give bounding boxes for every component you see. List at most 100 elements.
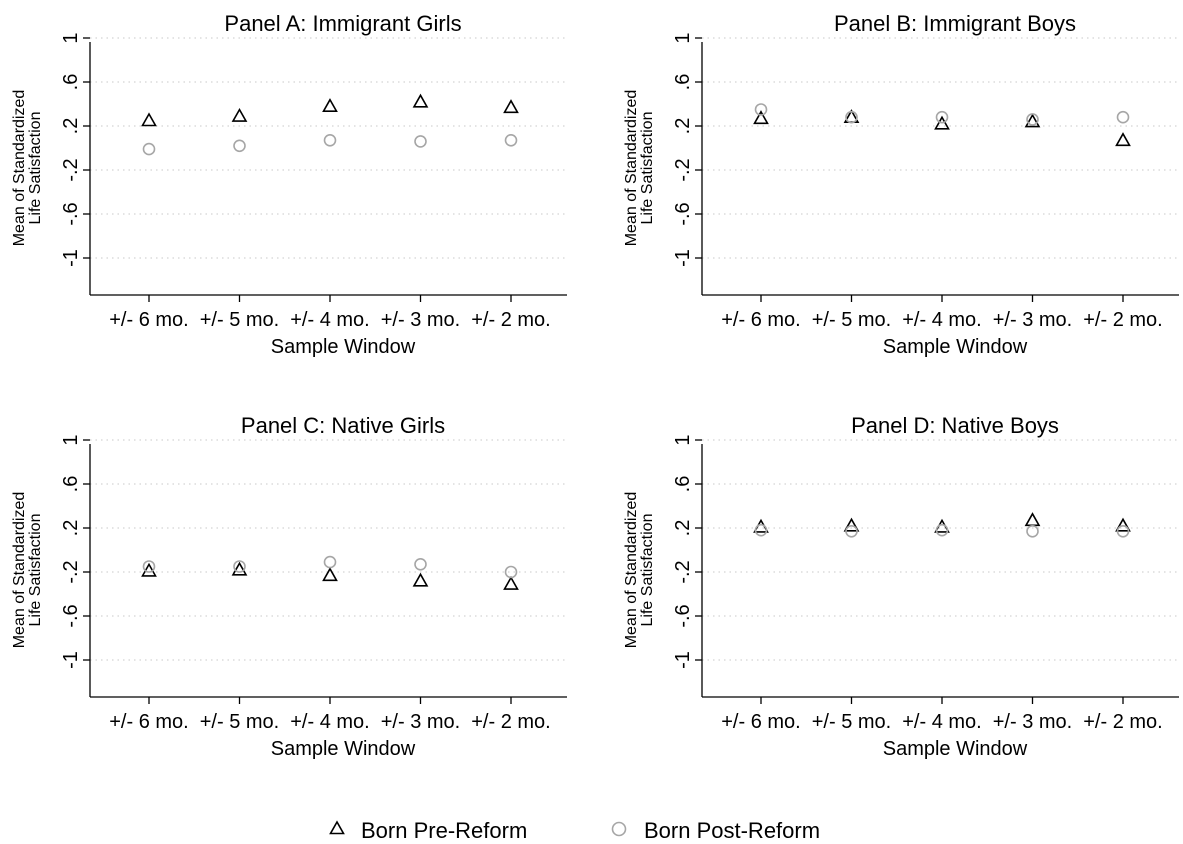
x-tick-label: +/- 3 mo. — [993, 711, 1072, 733]
post-reform-point — [1116, 525, 1130, 538]
y-tick-label: .2 — [672, 118, 694, 135]
pre-reform-point — [412, 572, 429, 587]
x-tick-label: +/- 6 mo. — [109, 711, 188, 733]
panel-a-chart: Panel A: Immigrant Girls -1 -.6 -.2 .2 .6 1 +/-… — [11, 11, 567, 358]
chart-title: Panel A: Immigrant Girls — [224, 11, 461, 36]
triangle-icon — [329, 820, 345, 835]
x-tick-label: +/- 3 mo. — [381, 309, 460, 331]
x-tick-label: +/- 4 mo. — [902, 309, 981, 331]
legend: Born Pre-Reform Born Post-Reform — [329, 818, 820, 843]
x-tick-label: +/- 6 mo. — [721, 309, 800, 331]
y-tick-label: .6 — [672, 476, 694, 493]
post-reform-point — [323, 555, 337, 569]
y-tick-label: .6 — [60, 74, 82, 91]
y-axis-title: Life Satisfaction — [27, 112, 44, 225]
x-tick-label: +/- 4 mo. — [902, 711, 981, 733]
post-reform-point — [414, 135, 427, 148]
x-tick-label: +/- 4 mo. — [290, 309, 369, 331]
y-tick-label: -.2 — [60, 158, 82, 181]
post-reform-point — [323, 134, 337, 147]
panel-d-chart: Panel D: Native Boys -1 -.6 -.2 .2 .6 1 +/- 6 m… — [623, 413, 1179, 760]
chart-title: Panel B: Immigrant Boys — [834, 11, 1076, 36]
x-axis-title: Sample Window — [271, 738, 416, 760]
x-axis-title: Sample Window — [271, 336, 416, 358]
x-tick-label: +/- 2 mo. — [1083, 711, 1162, 733]
legend-label-pre-reform: Born Pre-Reform — [361, 818, 527, 843]
y-tick-label: 1 — [60, 32, 82, 43]
chart-title: Panel C: Native Girls — [241, 413, 445, 438]
x-tick-label: +/- 2 mo. — [1083, 309, 1162, 331]
y-tick-label: -1 — [672, 249, 694, 267]
post-reform-point — [935, 110, 949, 124]
x-axis-title: Sample Window — [883, 738, 1028, 760]
x-tick-label: +/- 3 mo. — [993, 309, 1072, 331]
circle-icon — [611, 821, 627, 837]
pre-reform-point — [1024, 113, 1041, 128]
x-tick-label: +/- 2 mo. — [471, 309, 550, 331]
legend-label-post-reform: Born Post-Reform — [644, 818, 820, 843]
chart-title: Panel D: Native Boys — [851, 413, 1059, 438]
y-tick-label: -.6 — [672, 202, 694, 225]
y-tick-label: 1 — [672, 32, 694, 43]
y-axis-title: Life Satisfaction — [27, 514, 44, 627]
y-tick-label: -.2 — [60, 560, 82, 583]
legend-item-post-reform: Born Post-Reform — [611, 818, 820, 843]
pre-reform-point — [231, 107, 248, 122]
x-tick-label: +/- 5 mo. — [200, 711, 279, 733]
y-tick-label: .2 — [672, 520, 694, 537]
post-reform-point — [414, 558, 427, 571]
y-tick-label: 1 — [672, 434, 694, 445]
post-reform-point — [845, 110, 858, 124]
pre-reform-point — [503, 575, 519, 590]
y-tick-label: -1 — [60, 651, 82, 669]
x-tick-label: +/- 2 mo. — [471, 711, 550, 733]
pre-reform-point — [503, 99, 519, 114]
x-tick-label: +/- 5 mo. — [812, 309, 891, 331]
post-reform-point — [1116, 110, 1130, 124]
x-tick-label: +/- 4 mo. — [290, 711, 369, 733]
pre-reform-point — [753, 110, 769, 125]
post-reform-point — [142, 142, 156, 156]
post-reform-point — [504, 565, 518, 579]
pre-reform-point — [843, 517, 860, 532]
x-tick-label: +/- 5 mo. — [200, 309, 279, 331]
pre-reform-point — [934, 115, 950, 130]
y-tick-label: -1 — [60, 249, 82, 267]
y-tick-label: 1 — [60, 434, 82, 445]
x-tick-label: +/- 5 mo. — [812, 711, 891, 733]
x-tick-label: +/- 6 mo. — [721, 711, 800, 733]
post-reform-point — [754, 103, 768, 116]
y-axis-title: Life Satisfaction — [639, 514, 656, 627]
post-reform-point — [935, 523, 949, 537]
y-tick-label: .6 — [60, 476, 82, 493]
pre-reform-point — [1115, 132, 1131, 147]
post-reform-point — [1026, 525, 1039, 538]
pre-reform-point — [141, 112, 157, 127]
panel-c-chart: Panel C: Native Girls -1 -.6 -.2 .2 .6 1 +/- 6 … — [11, 413, 567, 760]
post-reform-point — [845, 525, 858, 538]
post-reform-point — [504, 134, 518, 147]
pre-reform-point — [412, 93, 429, 108]
post-reform-point — [233, 560, 246, 573]
pre-reform-point — [322, 98, 338, 112]
panel-b-chart: Panel B: Immigrant Boys -1 -.6 -.2 .2 .6 1 +/- … — [623, 11, 1179, 358]
pre-reform-point — [231, 561, 248, 576]
x-axis-title: Sample Window — [883, 336, 1028, 358]
y-axis-title: Mean of Standardized — [11, 492, 28, 649]
post-reform-point — [1026, 113, 1039, 126]
y-tick-label: -.6 — [672, 604, 694, 627]
post-reform-point — [142, 560, 156, 573]
y-tick-label: -.2 — [672, 158, 694, 181]
y-tick-label: -.6 — [60, 604, 82, 627]
y-axis-title: Life Satisfaction — [639, 112, 656, 225]
y-tick-label: .2 — [60, 118, 82, 135]
y-axis-title: Mean of Standardized — [623, 492, 640, 649]
pre-reform-point — [1024, 512, 1041, 527]
x-tick-label: +/- 6 mo. — [109, 309, 188, 331]
y-tick-label: -.6 — [60, 202, 82, 225]
y-tick-label: -1 — [672, 651, 694, 669]
y-tick-label: -.2 — [672, 560, 694, 583]
post-reform-point — [754, 523, 768, 537]
pre-reform-point — [1115, 517, 1131, 532]
